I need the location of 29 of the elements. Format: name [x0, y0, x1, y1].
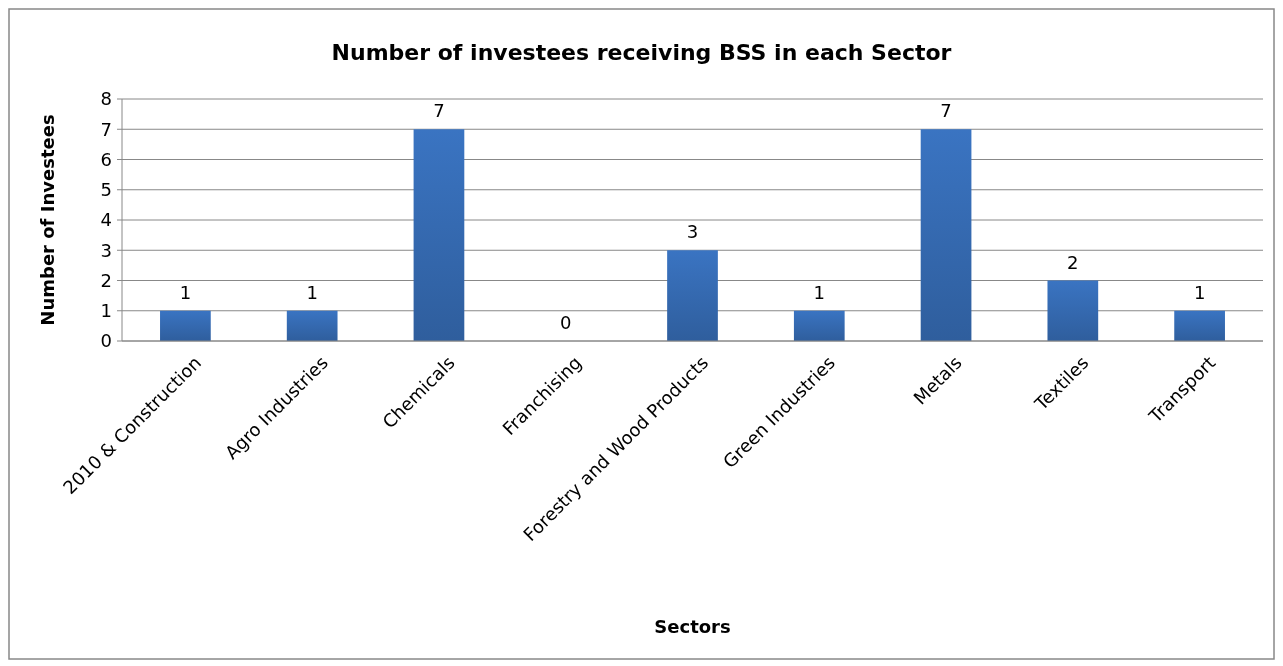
bar	[1047, 280, 1099, 341]
y-axis-title: Number of Investees	[37, 114, 58, 326]
data-label: 1	[306, 281, 318, 303]
data-label: 3	[686, 221, 699, 243]
data-label: 0	[560, 312, 572, 333]
bar	[413, 129, 465, 341]
bar	[160, 310, 211, 341]
data-label: 2	[1067, 251, 1079, 273]
chart-title: Number of investees receiving BSS in each Sector	[331, 40, 952, 65]
y-tick-label: 2	[100, 269, 112, 291]
y-tick-label: 7	[100, 118, 112, 140]
data-label: 1	[813, 281, 825, 303]
x-axis-title: Sectors	[654, 616, 731, 637]
y-tick-label: 4	[100, 209, 112, 231]
data-label: 7	[940, 100, 952, 122]
data-label: 1	[1193, 281, 1206, 303]
bar	[793, 310, 845, 341]
bar	[1174, 310, 1225, 341]
y-tick-label: 3	[100, 239, 112, 261]
bar	[286, 310, 338, 341]
y-tick-label: 5	[100, 179, 112, 201]
y-tick-label: 6	[100, 148, 112, 170]
y-tick-label: 8	[100, 88, 112, 110]
y-tick-label: 0	[100, 330, 112, 352]
bar	[920, 129, 972, 341]
bar	[667, 250, 718, 341]
y-tick-label: 1	[100, 300, 112, 322]
data-label: 1	[179, 281, 192, 303]
data-label: 7	[433, 100, 445, 122]
